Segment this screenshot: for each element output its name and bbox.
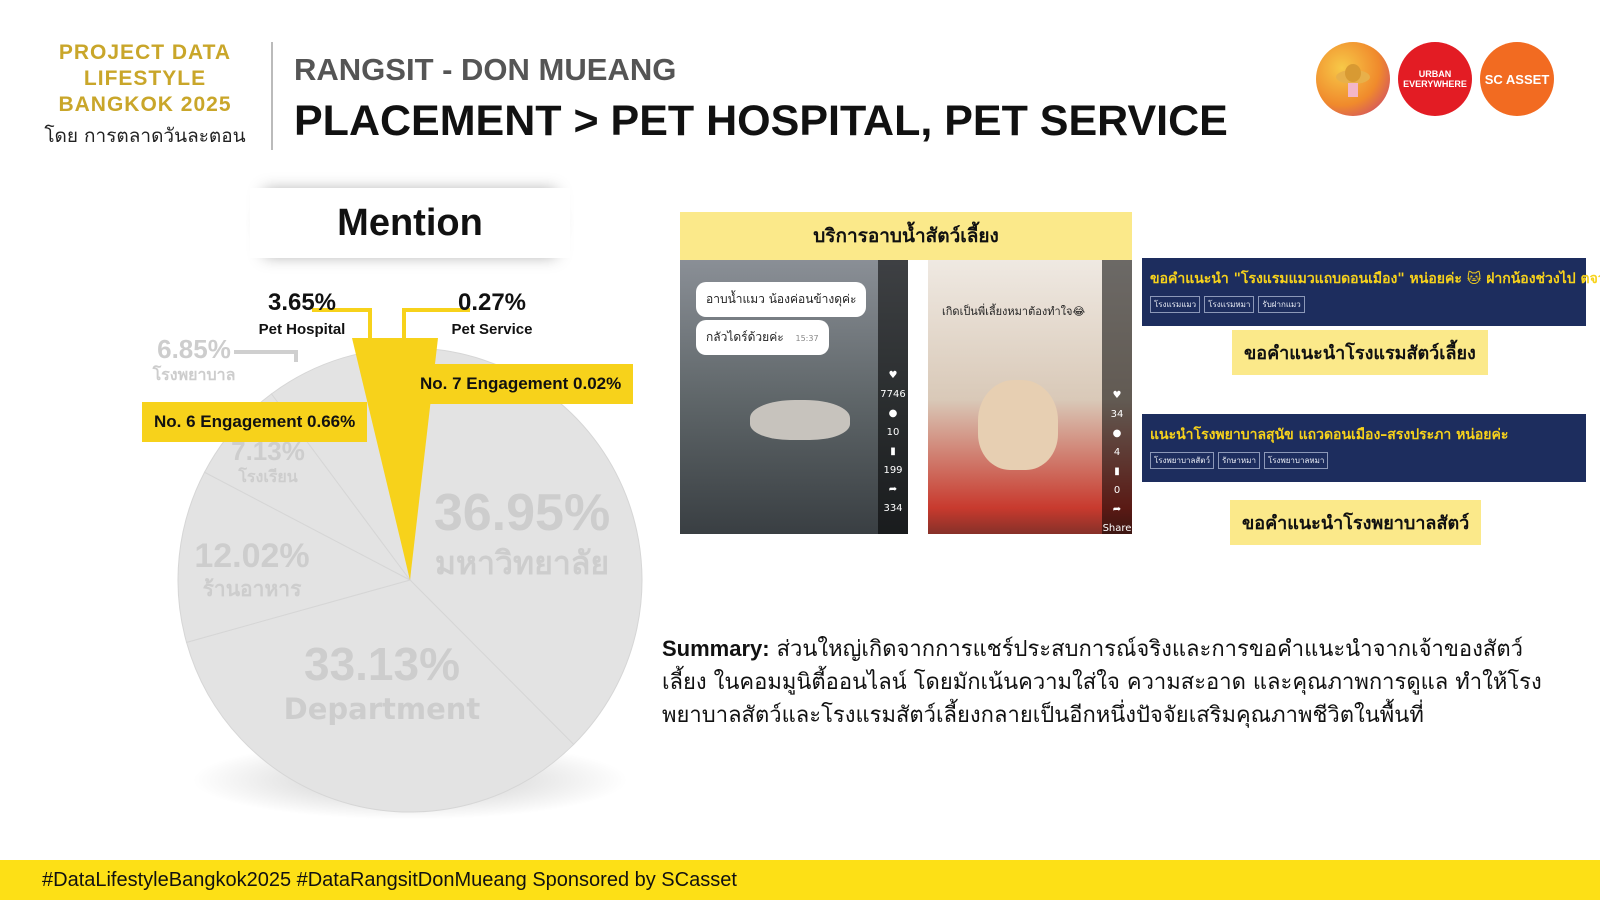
tiktok-screenshot-1: อาบน้ำแมว น้องค่อนข้างดุค่ะ กลัวไดร์ด้วย…	[680, 260, 908, 570]
post-tags: โรงแรมแมว โรงแรมหมา รับฝากแมว	[1150, 296, 1578, 313]
pie-value-label: 0.27%	[458, 289, 526, 316]
post-tags: โรงพยาบาลสัตว์ รักษาหมา โรงพยาบาลหมา	[1150, 452, 1578, 469]
summary-paragraph: Summary: ส่วนใหญ่เกิดจากการแชร์ประสบการณ…	[662, 632, 1562, 732]
cat-image	[750, 400, 850, 440]
summary-text: ส่วนใหญ่เกิดจากการแชร์ประสบการณ์จริงและก…	[662, 637, 1542, 728]
comment-icon[interactable]: ●	[1112, 428, 1122, 439]
heart-icon[interactable]: ♥	[1112, 390, 1122, 401]
post-tag: รักษาหมา	[1218, 452, 1260, 469]
leader-line-1	[402, 308, 470, 340]
saves-count: 199	[883, 465, 903, 476]
chat-bubble-2: กลัวไดร์ด้วยค่ะ 15:37	[696, 320, 829, 355]
cat-image-2	[978, 380, 1058, 470]
video-caption: เกิดเป็นพี่เลี้ยงหมาต้องทำใจ😂	[942, 305, 1086, 318]
likes-count: 34	[1110, 409, 1124, 420]
summary-label: Summary:	[662, 636, 770, 661]
community-post-2: แนะนำโรงพยาบาลสุนัข แถวดอนเมือง–สรงประภา…	[1142, 414, 1586, 482]
post-label-1: ขอคำแนะนำโรงแรมสัตว์เลี้ยง	[1232, 330, 1488, 375]
brand-byline: โดย การตลาดวันละตอน	[44, 125, 246, 147]
pie-slice-มหาวิทยาลัย	[409, 347, 643, 746]
likes-count: 7746	[880, 389, 906, 400]
post-tag: โรงพยาบาลหมา	[1263, 452, 1329, 469]
post-tag: โรงแรมหมา	[1204, 296, 1255, 313]
brand-line-2: LIFESTYLE	[83, 67, 207, 90]
post-meta	[680, 534, 908, 570]
pie-slice-department	[185, 579, 575, 813]
bookmark-icon[interactable]: ▮	[890, 446, 896, 457]
pie-category-label: Pet Hospital	[259, 321, 346, 338]
post-label-2: ขอคำแนะนำโรงพยาบาลสัตว์	[1230, 500, 1482, 545]
brand-line-1: PROJECT DATA	[58, 41, 232, 64]
leader-line-0	[312, 308, 372, 340]
brand-line-3: BANGKOK 2025	[58, 93, 232, 116]
post-title: แนะนำโรงพยาบาลสุนัข แถวดอนเมือง–สรงประภา…	[1150, 427, 1509, 443]
chart-title: Mention	[250, 188, 570, 258]
post-tag: รับฝากแมว	[1258, 296, 1305, 313]
post-tag: โรงแรมแมว	[1150, 296, 1201, 313]
pie-label-pet-service: 0.27% Pet Service	[452, 289, 533, 338]
hat-icon	[1336, 64, 1370, 97]
shares-label: Share	[1102, 523, 1132, 534]
pie-value-label: 36.95%	[434, 484, 610, 542]
pie-value-label: 33.13%	[304, 638, 460, 690]
comments-count: 10	[886, 427, 900, 438]
header-divider	[271, 42, 273, 150]
action-rail: ♥ 7746 ● 10 ▮ 199 ➦ 334	[878, 260, 908, 535]
tiktok-screenshot-2: เกิดเป็นพี่เลี้ยงหมาต้องทำใจ😂 ♥ 34 ● 4 ▮…	[928, 260, 1132, 570]
page-title: PLACEMENT > PET HOSPITAL, PET SERVICE	[294, 97, 1228, 145]
post-meta	[928, 534, 1132, 570]
engagement-annotation-pet-hospital: No. 6 Engagement 0.66%	[142, 402, 368, 442]
brand-block: PROJECT DATA LIFESTYLE BANGKOK 2025 โดย …	[40, 40, 250, 148]
pie-category-label: โรงพยาบาล	[152, 364, 236, 384]
comments-count: 4	[1113, 447, 1121, 458]
creator-logo	[1316, 42, 1390, 116]
pie-category-label: Pet Service	[452, 321, 533, 338]
chat-bubble-2-time: 15:37	[795, 334, 819, 343]
pet-bath-screenshots: บริการอาบน้ำสัตว์เลี้ยง อาบน้ำแมว น้องค่…	[680, 212, 1132, 570]
pie-category-label: โรงเรียน	[237, 466, 297, 486]
pie-slice-ร้านอาหาร	[177, 471, 412, 643]
pie-label-โรงพยาบาล: 6.85%โรงพยาบาล	[152, 334, 236, 384]
pie-category-label: Department	[284, 692, 481, 726]
pie-value-label: 6.85%	[157, 334, 231, 364]
share-icon[interactable]: ➦	[888, 484, 898, 495]
pie-category-label: มหาวิทยาลัย	[435, 544, 609, 582]
post-tag: โรงพยาบาลสัตว์	[1150, 452, 1214, 469]
community-post-1: ขอคำแนะนำ "โรงแรมแมวแถบดอนเมือง" หน่อยค่…	[1142, 258, 1600, 326]
pie-label-โรงเรียน: 7.13%โรงเรียน	[231, 436, 305, 486]
shares-count: 334	[883, 503, 903, 514]
post-title: ขอคำแนะนำ "โรงแรมแมวแถบดอนเมือง" หน่อยค่…	[1150, 271, 1600, 287]
engagement-annotation-pet-service: No. 7 Engagement 0.02%	[408, 364, 634, 404]
comment-icon[interactable]: ●	[888, 408, 898, 419]
saves-count: 0	[1113, 485, 1121, 496]
sc-asset-logo: SC ASSET	[1480, 42, 1554, 116]
share-icon[interactable]: ➦	[1112, 504, 1122, 515]
leader-line-2	[234, 350, 298, 362]
footer-bar: #DataLifestyleBangkok2025 #DataRangsitDo…	[0, 860, 1600, 900]
pie-value-label: 12.02%	[194, 537, 309, 575]
bookmark-icon[interactable]: ▮	[1114, 466, 1120, 477]
pie-label-มหาวิทยาลัย: 36.95%มหาวิทยาลัย	[434, 484, 610, 582]
chat-bubble-2-text: กลัวไดร์ด้วยค่ะ	[706, 330, 784, 344]
screens-header: บริการอาบน้ำสัตว์เลี้ยง	[680, 212, 1132, 260]
page-subtitle: RANGSIT - DON MUEANG	[294, 52, 677, 87]
chat-bubble-1: อาบน้ำแมว น้องค่อนข้างดุค่ะ	[696, 282, 867, 317]
pie-label-ร้านอาหาร: 12.02%ร้านอาหาร	[194, 537, 309, 601]
pie-value-label: 3.65%	[268, 289, 336, 316]
pie-label-pet-hospital: 3.65% Pet Hospital	[259, 289, 346, 338]
urban-everywhere-logo: URBAN EVERYWHERE	[1398, 42, 1472, 116]
pie-label-department: 33.13%Department	[284, 638, 481, 726]
action-rail-2: ♥ 34 ● 4 ▮ 0 ➦ Share	[1102, 260, 1132, 535]
pie-category-label: ร้านอาหาร	[203, 577, 302, 601]
heart-icon[interactable]: ♥	[888, 370, 898, 381]
